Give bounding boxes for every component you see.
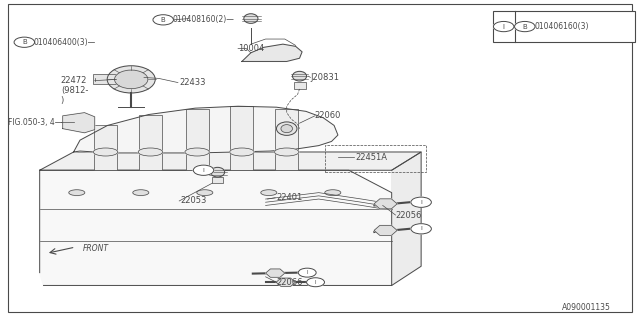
Text: I: I [502,24,505,29]
Text: I: I [307,270,308,275]
FancyBboxPatch shape [212,177,223,183]
Text: 22451A: 22451A [355,153,387,162]
Text: (9812-: (9812- [61,86,88,95]
Ellipse shape [261,190,277,196]
Text: 22472: 22472 [61,76,87,85]
Text: ): ) [61,96,64,105]
Text: 22056: 22056 [396,211,422,220]
FancyBboxPatch shape [275,109,298,170]
Polygon shape [74,106,338,153]
Text: FRONT: FRONT [83,244,109,253]
Polygon shape [63,113,95,133]
Circle shape [153,15,173,25]
Polygon shape [40,152,421,170]
FancyBboxPatch shape [139,115,162,170]
FancyBboxPatch shape [94,125,117,170]
Circle shape [193,165,214,175]
Text: 22401: 22401 [276,193,303,202]
Text: A090001135: A090001135 [562,303,611,312]
Text: B: B [522,24,527,29]
Circle shape [14,37,35,47]
Circle shape [298,268,316,277]
Ellipse shape [211,167,225,177]
Ellipse shape [107,66,155,93]
Text: I: I [420,226,422,231]
FancyBboxPatch shape [294,82,306,89]
Circle shape [307,278,324,287]
Text: B: B [161,17,166,23]
Ellipse shape [244,14,258,23]
FancyBboxPatch shape [186,109,209,170]
FancyBboxPatch shape [230,106,253,170]
Ellipse shape [275,148,299,156]
Ellipse shape [133,190,149,196]
Text: FIG.050-3, 4—: FIG.050-3, 4— [8,118,62,127]
Text: 22066: 22066 [276,278,303,287]
Bar [493,11,635,42]
Polygon shape [242,44,302,61]
Ellipse shape [197,190,212,196]
Circle shape [515,21,535,32]
Text: 22060: 22060 [315,111,341,120]
Ellipse shape [230,148,254,156]
Ellipse shape [185,148,209,156]
Circle shape [493,21,514,32]
Ellipse shape [325,190,341,196]
Text: I: I [203,168,204,173]
FancyBboxPatch shape [93,74,119,84]
Text: 22433: 22433 [179,78,205,87]
Polygon shape [392,152,421,285]
Text: I: I [420,200,422,205]
Ellipse shape [69,190,84,196]
Ellipse shape [115,70,148,89]
Polygon shape [40,170,392,285]
Ellipse shape [292,71,307,81]
Text: 010406160(3): 010406160(3) [534,22,589,31]
Circle shape [411,224,431,234]
Circle shape [411,197,431,207]
Text: J20831: J20831 [310,73,339,82]
Text: 010406400(3)—: 010406400(3)— [34,38,96,47]
Ellipse shape [138,148,163,156]
Text: B: B [22,39,27,45]
Text: 010408160(2)—: 010408160(2)— [173,15,235,24]
Text: 22053: 22053 [180,196,207,205]
Ellipse shape [281,125,292,133]
Ellipse shape [276,122,297,135]
Bar [325,145,426,172]
Text: I: I [315,280,316,285]
Text: 10004: 10004 [238,44,264,53]
Ellipse shape [93,148,118,156]
